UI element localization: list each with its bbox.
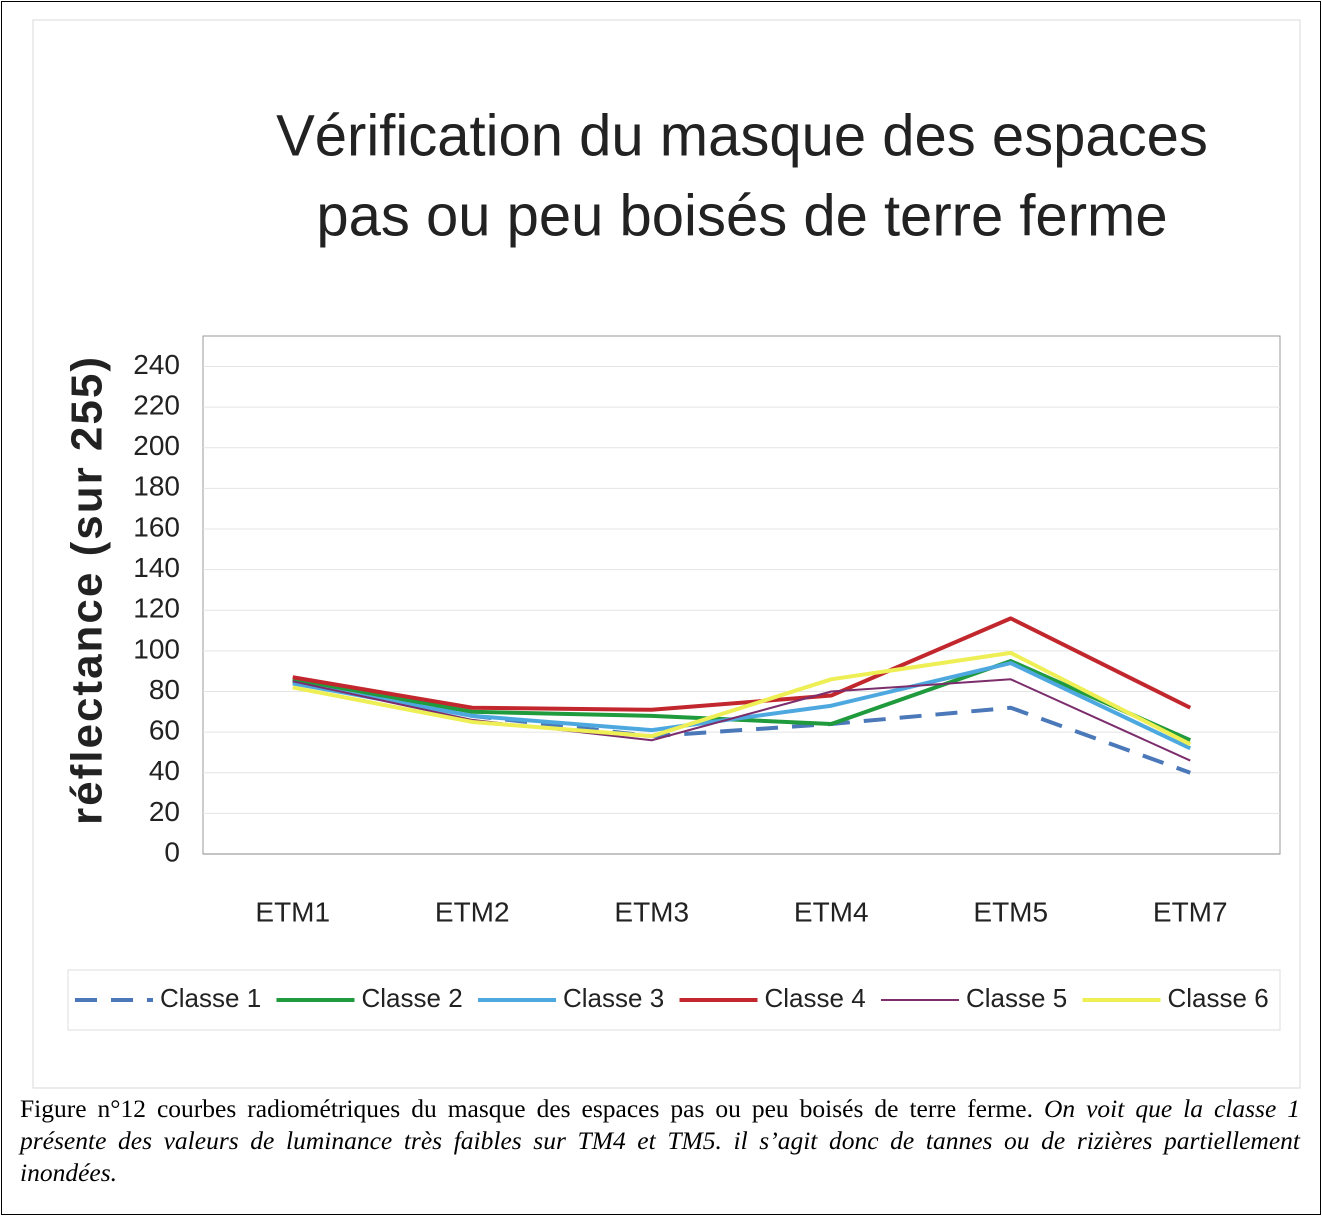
x-tick-label: ETM7 bbox=[1153, 896, 1228, 927]
legend-label: Classe 2 bbox=[362, 983, 463, 1013]
legend-box bbox=[67, 969, 1281, 1031]
line-series bbox=[292, 678, 1191, 762]
legend-label: Classe 1 bbox=[160, 983, 261, 1013]
y-tick-label: 0 bbox=[164, 836, 180, 867]
caption-italic: On voit que la classe 1 présente des val… bbox=[20, 1094, 1300, 1187]
y-tick-label: 120 bbox=[133, 593, 180, 624]
x-tick-label: ETM2 bbox=[435, 896, 510, 927]
y-tick-label: 140 bbox=[133, 552, 180, 583]
y-tick-label: 80 bbox=[149, 674, 180, 705]
line-series bbox=[292, 650, 1192, 747]
chart-title: Vérification du masque des espaces bbox=[276, 103, 1208, 168]
y-axis-label: réflectance (sur 255) bbox=[63, 355, 112, 825]
x-tick-label: ETM3 bbox=[614, 896, 689, 927]
y-tick-label: 200 bbox=[133, 430, 180, 461]
y-tick-label: 220 bbox=[133, 389, 180, 420]
line-series bbox=[292, 659, 1192, 743]
y-tick-label: 160 bbox=[133, 511, 180, 542]
y-tick-label: 40 bbox=[149, 755, 180, 786]
chart-area bbox=[32, 19, 1301, 1089]
chart-title: pas ou peu boisés de terre ferme bbox=[316, 183, 1167, 248]
y-tick-label: 180 bbox=[133, 471, 180, 502]
legend-label: Classe 3 bbox=[563, 983, 664, 1013]
line-series bbox=[292, 616, 1192, 712]
legend-label: Classe 5 bbox=[966, 983, 1067, 1013]
y-tick-label: 60 bbox=[149, 715, 180, 746]
x-tick-label: ETM4 bbox=[794, 896, 869, 927]
line-series bbox=[292, 661, 1192, 751]
x-tick-label: ETM5 bbox=[973, 896, 1048, 927]
legend-label: Classe 6 bbox=[1168, 983, 1269, 1013]
caption-text: Figure n°12 courbes radiométriques du ma… bbox=[20, 1094, 1033, 1123]
y-tick-label: 240 bbox=[133, 349, 180, 380]
caption: Figure n°12 courbes radiométriques du ma… bbox=[20, 1093, 1300, 1189]
legend-label: Classe 4 bbox=[765, 983, 866, 1013]
x-tick-label: ETM1 bbox=[255, 896, 330, 927]
y-tick-label: 20 bbox=[149, 796, 180, 827]
chart: Vérification du masque des espaces pas o… bbox=[32, 19, 1301, 1089]
y-tick-label: 100 bbox=[133, 633, 180, 664]
